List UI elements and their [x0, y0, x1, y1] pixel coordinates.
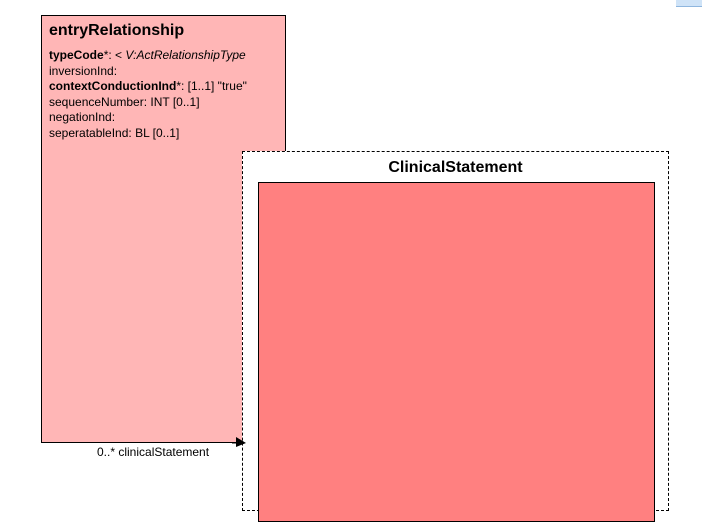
- attribute-context-conduction-ind-name: contextConductionInd: [49, 79, 177, 93]
- attribute-type-code: typeCode*: < V:ActRelationshipType: [49, 48, 247, 64]
- entry-relationship-attributes: typeCode*: < V:ActRelationshipType inver…: [49, 48, 247, 141]
- clinical-statement-inner-box: [258, 182, 655, 522]
- attribute-negation-ind: negationInd:: [49, 110, 116, 124]
- attribute-context-conduction-ind-suffix: *: [1..1] "true": [176, 79, 247, 93]
- clinical-statement-title: ClinicalStatement: [388, 159, 523, 176]
- attribute-type-code-name: typeCode: [49, 48, 104, 62]
- entry-relationship-title: entryRelationship: [49, 22, 185, 39]
- association-label: 0..* clinicalStatement: [97, 445, 210, 459]
- attribute-type-code-type: V:ActRelationshipType: [125, 48, 246, 62]
- attribute-type-code-suffix: *: <: [103, 48, 126, 62]
- attribute-inversion-ind: inversionInd:: [49, 63, 118, 78]
- attribute-context-conduction-ind: contextConductionInd*: [1..1] "true": [49, 79, 247, 95]
- attribute-sequence-number: sequenceNumber: INT [0..1]: [49, 94, 200, 109]
- attribute-seperatable-ind: seperatableInd: BL [0..1]: [49, 125, 180, 140]
- corner-mark: [676, 0, 702, 7]
- clinical-statement-choice-box: ClinicalStatement: [242, 151, 669, 522]
